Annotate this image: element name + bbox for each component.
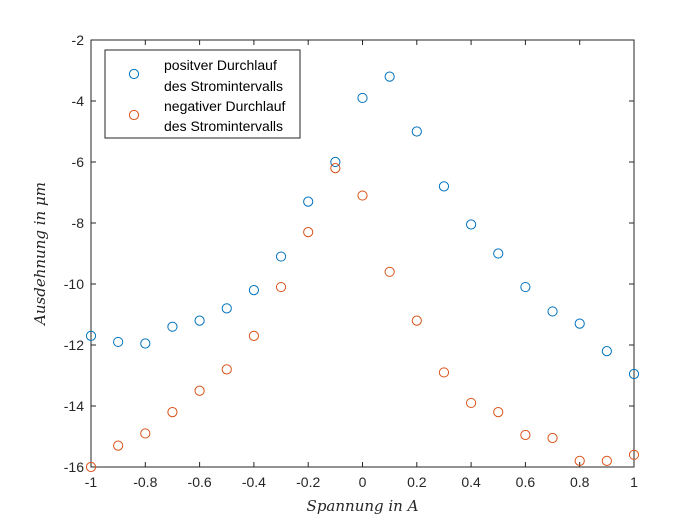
- y-tick-label: -2: [72, 32, 85, 48]
- point-negative: [493, 407, 504, 418]
- legend-label-negative-line1: negativer Durchlauf: [164, 98, 286, 114]
- point-negative: [628, 449, 640, 460]
- point-positive: [140, 338, 151, 349]
- point-positive: [221, 303, 232, 314]
- x-tick-label: 0.6: [516, 474, 536, 490]
- point-negative: [113, 440, 124, 451]
- y-tick-label: -6: [72, 154, 85, 170]
- legend-label-negative-line2: des Stromintervalls: [164, 118, 283, 134]
- point-positive: [330, 156, 341, 168]
- point-positive: [411, 126, 422, 137]
- point-positive: [275, 251, 287, 262]
- y-tick-label: -16: [64, 459, 84, 475]
- point-negative: [466, 397, 477, 409]
- legend-box: [104, 49, 301, 139]
- x-tick-label: 0: [359, 474, 367, 490]
- y-tick-label: -4: [72, 93, 85, 109]
- point-negative: [303, 227, 314, 238]
- x-tick-label: -0.4: [242, 474, 266, 490]
- point-positive: [574, 318, 585, 329]
- point-positive: [303, 196, 314, 207]
- x-axis-label: Spannung in A: [307, 497, 419, 515]
- x-tick-label: 1: [630, 474, 638, 490]
- x-tick-label: 0.2: [407, 474, 427, 490]
- point-positive: [194, 315, 205, 326]
- y-tick-label: -8: [72, 215, 85, 231]
- point-negative: [411, 315, 422, 326]
- x-tick-label: -0.2: [296, 474, 320, 490]
- x-tick-label: 0.4: [461, 474, 481, 490]
- point-positive: [113, 336, 124, 348]
- x-tick-label: 0.8: [570, 474, 590, 490]
- legend-marker-negative: [128, 109, 140, 121]
- y-tick-label: -12: [64, 337, 84, 353]
- y-axis-label: Ausdehnung in μm: [31, 182, 49, 327]
- point-negative: [574, 455, 585, 466]
- legend-label-positive-line1: positver Durchlauf: [164, 57, 277, 73]
- point-positive: [384, 71, 395, 82]
- point-positive: [493, 248, 504, 259]
- point-positive: [628, 368, 640, 380]
- x-tick-label: -0.6: [188, 474, 212, 490]
- data-points: [85, 71, 640, 473]
- point-positive: [438, 181, 450, 192]
- point-negative: [85, 461, 97, 473]
- point-negative: [194, 385, 205, 396]
- point-negative: [601, 455, 612, 466]
- point-positive: [520, 281, 531, 293]
- point-positive: [85, 330, 97, 341]
- legend-marker-positive: [128, 68, 140, 80]
- point-positive: [357, 92, 368, 104]
- point-negative: [140, 428, 151, 439]
- point-negative: [330, 163, 341, 174]
- point-negative: [384, 266, 395, 277]
- y-tick-label: -10: [64, 276, 84, 292]
- legend: positver Durchlauf des Stromintervalls n…: [104, 49, 301, 139]
- point-negative: [221, 364, 232, 375]
- point-negative: [275, 281, 287, 293]
- point-negative: [438, 367, 450, 378]
- x-tick-label: -0.8: [133, 474, 157, 490]
- point-positive: [466, 219, 477, 230]
- point-negative: [357, 190, 368, 201]
- point-negative: [520, 429, 531, 441]
- legend-label-positive-line2: des Stromintervalls: [164, 78, 283, 94]
- point-positive: [601, 346, 612, 357]
- point-negative: [248, 330, 259, 341]
- point-positive: [248, 285, 259, 296]
- point-positive: [167, 321, 178, 332]
- point-positive: [547, 306, 558, 317]
- y-axis-ticks: -16 -14 -12 -10 -8 -6 -4 -2: [64, 32, 634, 475]
- x-axis-ticks: -1 -0.8 -0.6 -0.4 -0.2 0 0.2 0.4 0.6 0.8 1: [85, 40, 638, 490]
- x-tick-label: -1: [85, 474, 98, 490]
- y-tick-label: -14: [64, 398, 84, 414]
- point-negative: [167, 407, 178, 418]
- point-negative: [547, 432, 558, 444]
